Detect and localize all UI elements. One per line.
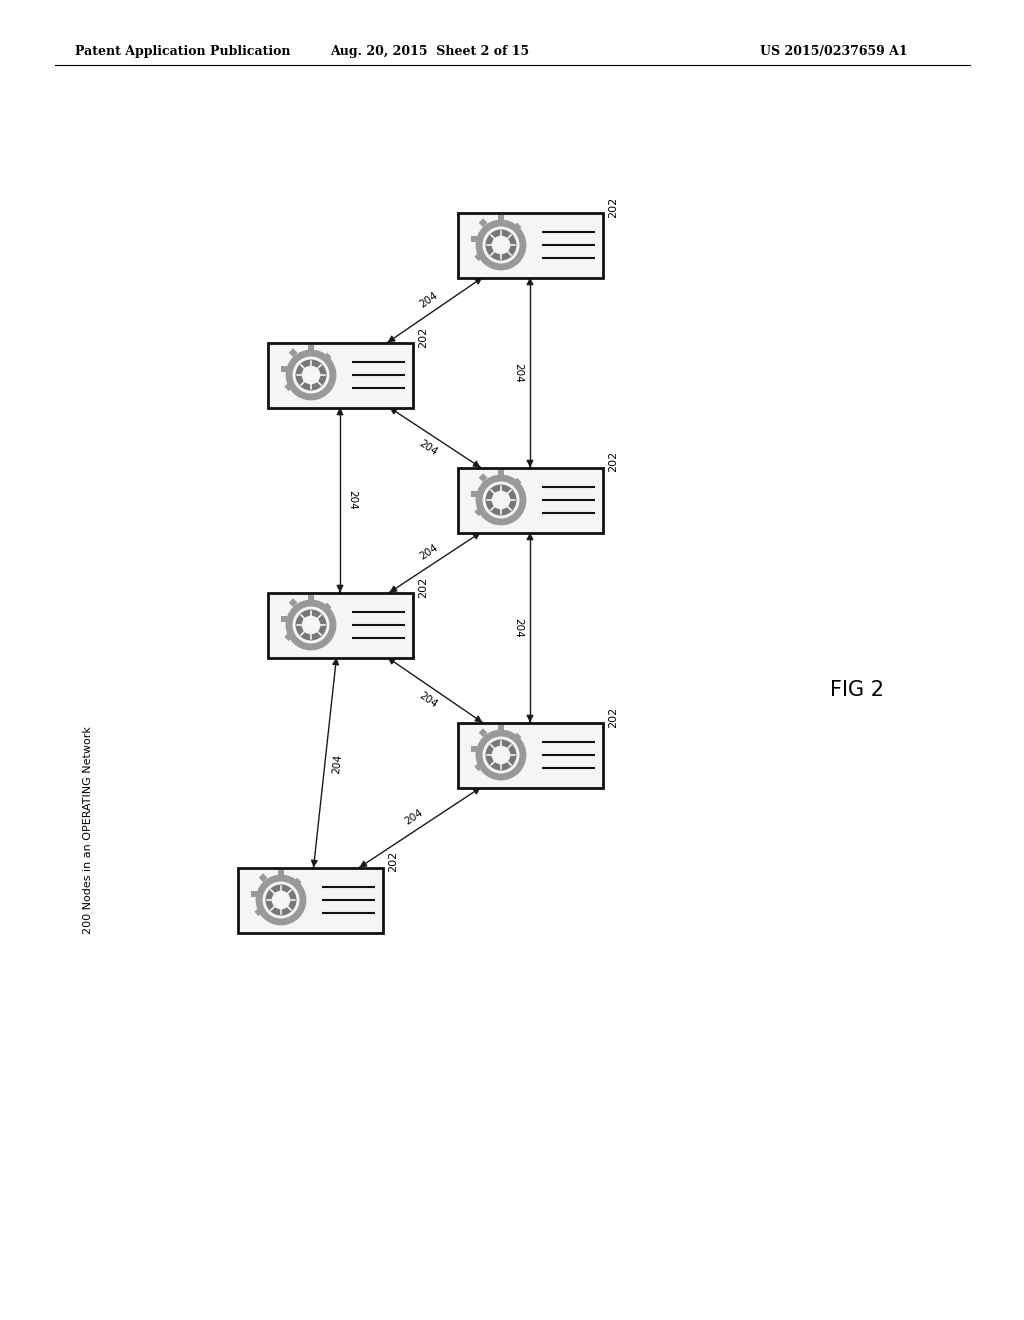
Bar	[508, 512, 517, 520]
Bar	[519, 752, 525, 758]
Bar	[293, 878, 301, 887]
Bar	[318, 636, 327, 645]
Bar	[238, 867, 383, 932]
Bar	[278, 870, 284, 876]
Bar	[267, 593, 413, 657]
Circle shape	[296, 360, 326, 389]
Bar	[259, 874, 267, 882]
Bar	[289, 598, 297, 607]
Bar	[267, 342, 413, 408]
Circle shape	[483, 227, 519, 263]
Bar	[474, 252, 483, 261]
Bar	[289, 348, 297, 358]
Text: 202: 202	[419, 577, 428, 598]
Text: 204: 204	[513, 618, 523, 638]
Bar	[478, 729, 487, 737]
Bar	[498, 215, 504, 220]
Text: 204: 204	[347, 490, 357, 510]
Bar	[471, 746, 477, 752]
Bar	[474, 507, 483, 516]
Bar	[492, 263, 498, 269]
Circle shape	[287, 601, 336, 649]
Text: 200 Nodes in an OPERATING Network: 200 Nodes in an OPERATING Network	[83, 726, 93, 935]
Circle shape	[483, 482, 519, 517]
Circle shape	[272, 891, 290, 908]
Circle shape	[493, 236, 510, 253]
Bar	[513, 478, 521, 487]
Bar	[471, 236, 477, 242]
Circle shape	[493, 746, 510, 764]
Circle shape	[293, 607, 329, 643]
Circle shape	[486, 230, 516, 260]
Bar	[302, 393, 308, 399]
Bar	[498, 725, 504, 731]
Bar	[318, 387, 327, 396]
Bar	[323, 603, 332, 611]
Text: FIG 2: FIG 2	[830, 680, 884, 700]
Bar	[299, 896, 305, 903]
Circle shape	[302, 367, 319, 384]
Bar	[281, 615, 287, 622]
Circle shape	[476, 220, 525, 269]
Text: US 2015/0237659 A1: US 2015/0237659 A1	[760, 45, 907, 58]
Bar	[519, 496, 525, 503]
Bar	[498, 470, 504, 477]
Circle shape	[287, 350, 336, 400]
Circle shape	[266, 886, 296, 915]
Circle shape	[476, 730, 525, 780]
Bar	[281, 366, 287, 372]
Bar	[302, 643, 308, 649]
Bar	[492, 774, 498, 779]
Bar	[308, 595, 314, 601]
Bar	[271, 917, 278, 924]
Text: 202: 202	[608, 451, 618, 473]
Bar	[492, 517, 498, 524]
Text: 202: 202	[608, 197, 618, 218]
Text: 204: 204	[513, 363, 523, 383]
Circle shape	[293, 358, 329, 393]
Circle shape	[296, 610, 326, 640]
Bar	[285, 383, 293, 391]
Bar	[471, 491, 477, 496]
Bar	[513, 223, 521, 231]
Bar	[458, 213, 602, 277]
Bar	[329, 372, 335, 378]
Text: Aug. 20, 2015  Sheet 2 of 15: Aug. 20, 2015 Sheet 2 of 15	[331, 45, 529, 58]
Circle shape	[302, 616, 319, 634]
Text: 202: 202	[419, 326, 428, 347]
Bar	[478, 474, 487, 482]
Bar	[289, 912, 297, 920]
Text: 204: 204	[402, 808, 424, 828]
Bar	[329, 622, 335, 628]
Bar	[478, 218, 487, 227]
Bar	[519, 242, 525, 248]
Circle shape	[263, 882, 299, 917]
Circle shape	[256, 875, 306, 925]
Bar	[458, 722, 602, 788]
Circle shape	[486, 741, 516, 770]
Text: 202: 202	[608, 706, 618, 727]
Text: 204: 204	[417, 690, 439, 710]
Circle shape	[483, 737, 519, 772]
Circle shape	[493, 491, 510, 508]
Text: 202: 202	[388, 851, 398, 873]
Bar	[285, 632, 293, 642]
Bar	[513, 733, 521, 742]
Text: 204: 204	[418, 438, 439, 457]
Bar	[508, 767, 517, 775]
Circle shape	[486, 486, 516, 515]
Bar	[308, 345, 314, 351]
Bar	[254, 907, 263, 916]
Bar	[474, 763, 483, 771]
Bar	[508, 257, 517, 265]
Bar	[458, 467, 602, 532]
Text: Patent Application Publication: Patent Application Publication	[75, 45, 291, 58]
Bar	[251, 891, 257, 896]
Text: 204: 204	[417, 290, 439, 310]
Text: 204: 204	[331, 754, 343, 774]
Circle shape	[476, 475, 525, 525]
Bar	[323, 352, 332, 362]
Text: 204: 204	[418, 543, 439, 562]
